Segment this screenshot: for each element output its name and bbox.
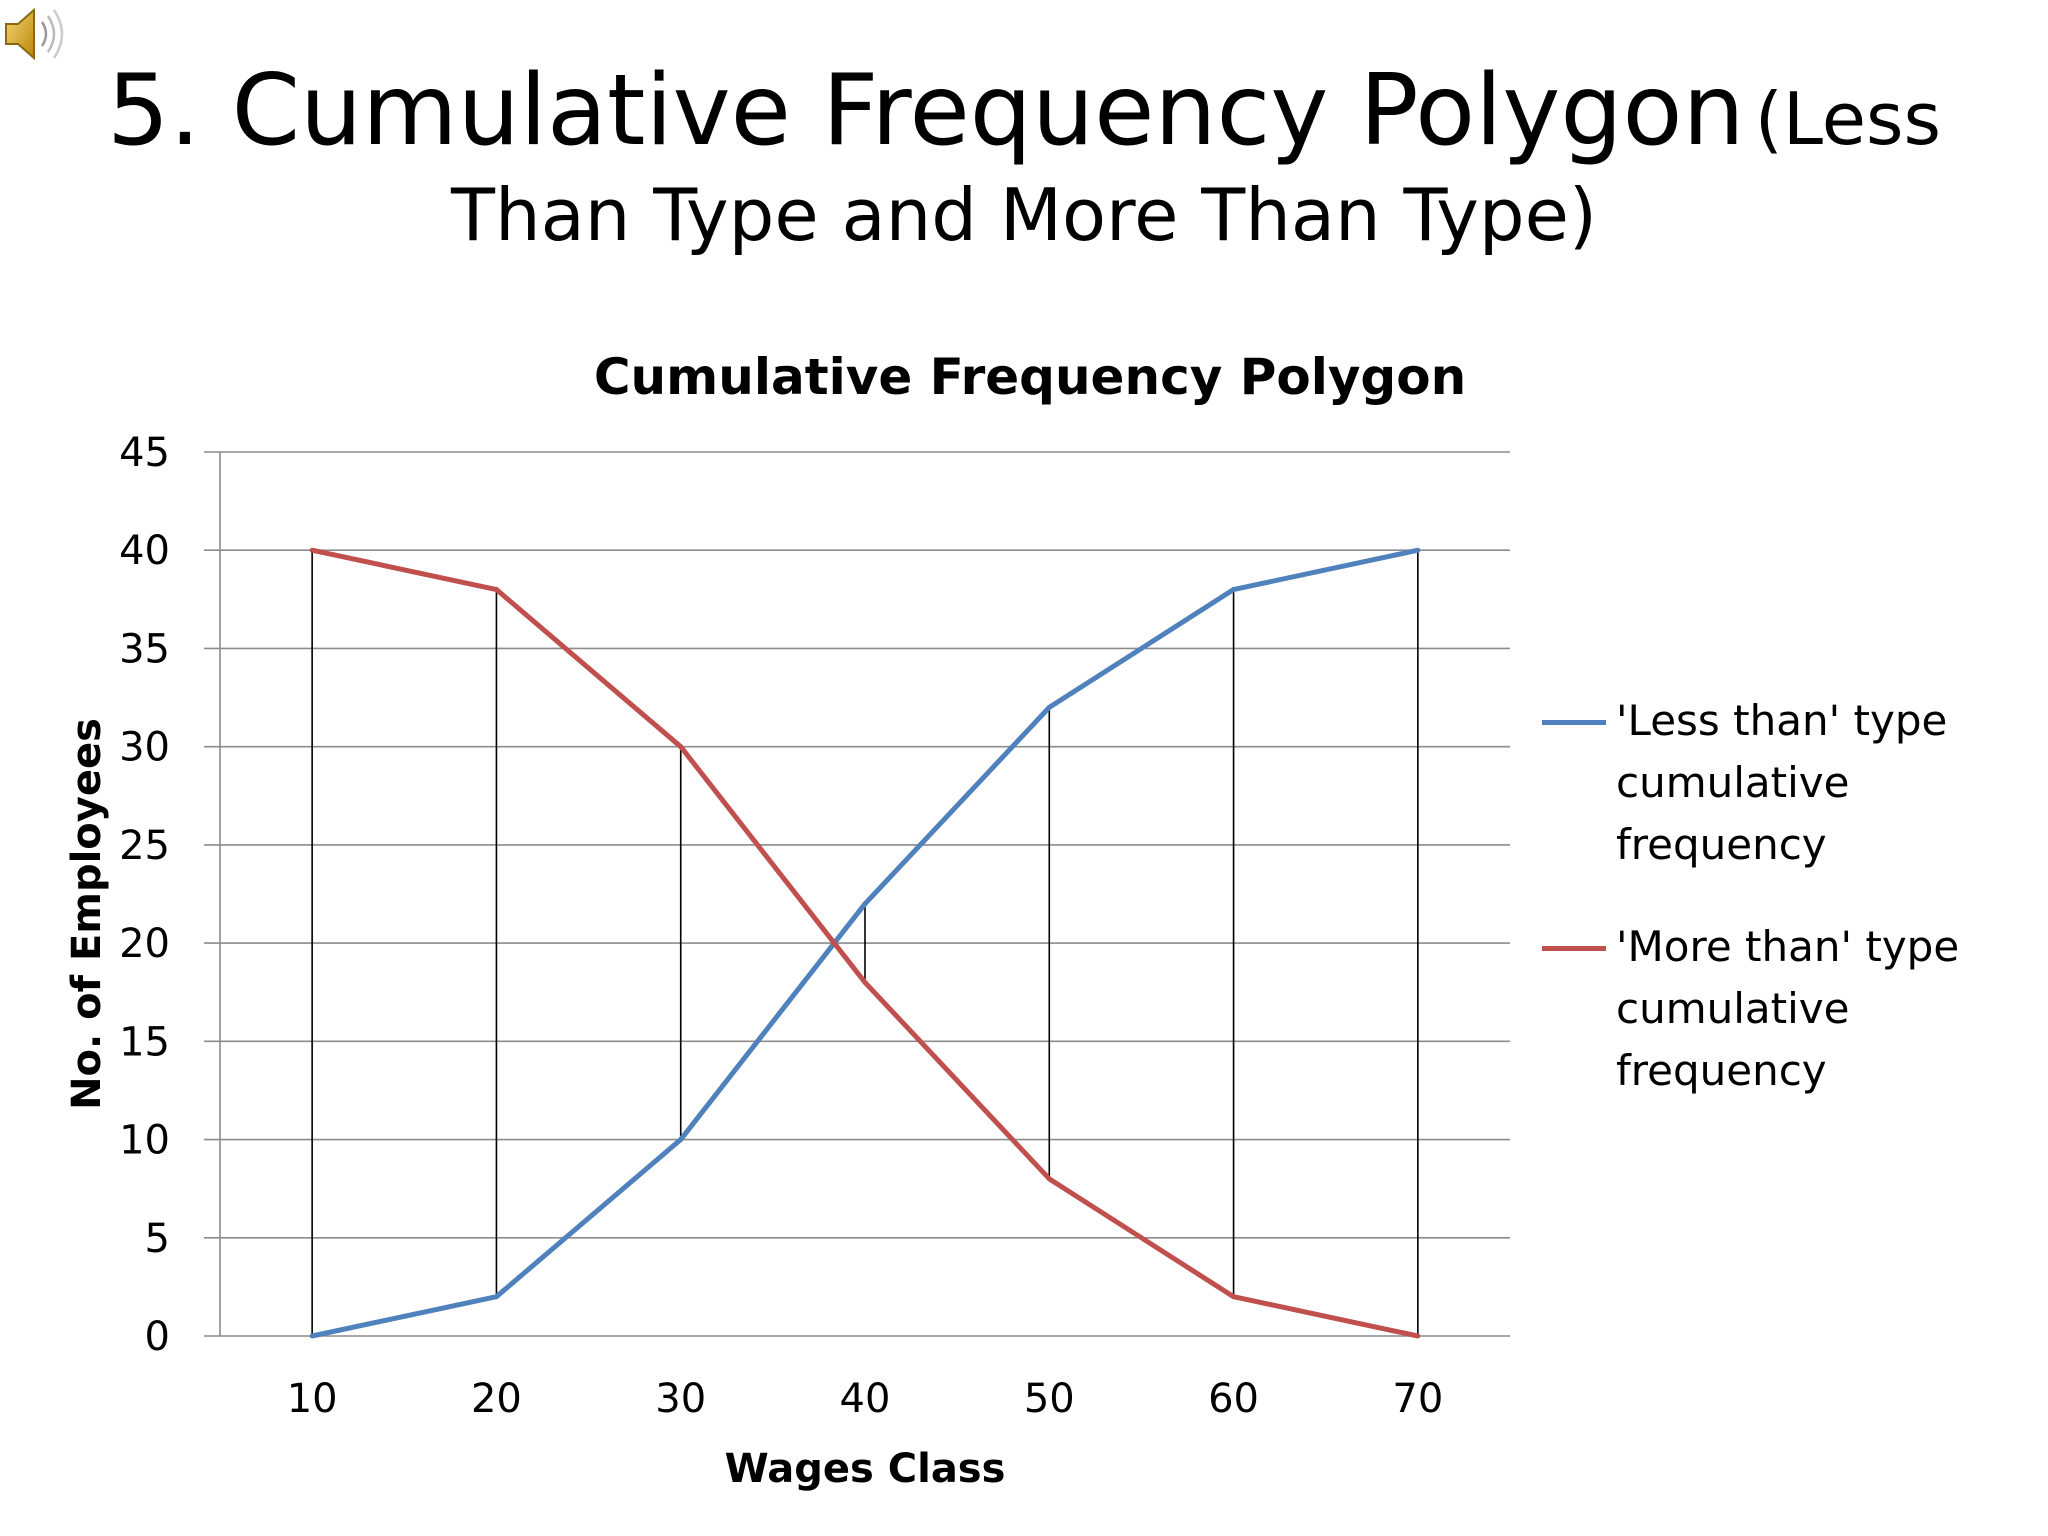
y-tick-label-40: 40 bbox=[119, 528, 170, 574]
y-axis-title: No. of Employees bbox=[64, 718, 110, 1110]
x-tick-label-40: 40 bbox=[840, 1376, 891, 1422]
point-less-than-20 bbox=[493, 1294, 499, 1300]
x-tick-label-50: 50 bbox=[1024, 1376, 1075, 1422]
point-less-than-50 bbox=[1046, 704, 1052, 710]
chart-legend: 'Less than' type cumulative frequency 'M… bbox=[1542, 690, 2042, 1142]
point-more-than-50 bbox=[1046, 1176, 1052, 1182]
y-tick-label-0: 0 bbox=[145, 1314, 170, 1360]
y-tick-label-10: 10 bbox=[119, 1118, 170, 1164]
y-tick-label-20: 20 bbox=[119, 921, 170, 967]
point-less-than-70 bbox=[1415, 547, 1421, 553]
point-more-than-30 bbox=[678, 744, 684, 750]
point-more-than-60 bbox=[1231, 1294, 1237, 1300]
x-axis-title: Wages Class bbox=[725, 1446, 1006, 1492]
x-tick-label-30: 30 bbox=[655, 1376, 706, 1422]
legend-item-more-than: 'More than' type cumulative frequency bbox=[1542, 916, 2042, 1102]
x-tick-label-70: 70 bbox=[1392, 1376, 1443, 1422]
slide-title-main: 5. Cumulative Frequency Polygon bbox=[106, 54, 1745, 168]
legend-item-less-than: 'Less than' type cumulative frequency bbox=[1542, 690, 2042, 876]
point-more-than-20 bbox=[493, 587, 499, 593]
point-more-than-10 bbox=[309, 547, 315, 553]
point-less-than-40 bbox=[862, 901, 868, 907]
y-tick-label-45: 45 bbox=[119, 430, 170, 476]
x-tick-label-60: 60 bbox=[1208, 1376, 1259, 1422]
point-more-than-40 bbox=[862, 979, 868, 985]
legend-swatch-less-than bbox=[1542, 720, 1606, 725]
x-tick-label-10: 10 bbox=[287, 1376, 338, 1422]
chart-title: Cumulative Frequency Polygon bbox=[593, 348, 1467, 406]
speaker-icon[interactable] bbox=[0, 0, 70, 70]
y-tick-label-15: 15 bbox=[119, 1019, 170, 1065]
legend-swatch-more-than bbox=[1542, 946, 1606, 951]
legend-label-less-than: 'Less than' type cumulative frequency bbox=[1616, 696, 1948, 869]
legend-label-more-than: 'More than' type cumulative frequency bbox=[1616, 922, 1960, 1095]
y-tick-label-5: 5 bbox=[145, 1216, 170, 1262]
y-tick-label-35: 35 bbox=[119, 626, 170, 672]
point-more-than-70 bbox=[1415, 1333, 1421, 1339]
point-less-than-30 bbox=[678, 1137, 684, 1143]
point-less-than-60 bbox=[1231, 587, 1237, 593]
y-tick-label-30: 30 bbox=[119, 725, 170, 771]
slide-title: 5. Cumulative Frequency Polygon (Less Th… bbox=[0, 52, 2048, 259]
y-tick-label-25: 25 bbox=[119, 823, 170, 869]
slide-title-small-1: (Less bbox=[1754, 77, 1942, 161]
x-tick-label-20: 20 bbox=[471, 1376, 522, 1422]
slide-title-small-2: Than Type and More Than Type) bbox=[451, 172, 1597, 257]
point-less-than-10 bbox=[309, 1333, 315, 1339]
